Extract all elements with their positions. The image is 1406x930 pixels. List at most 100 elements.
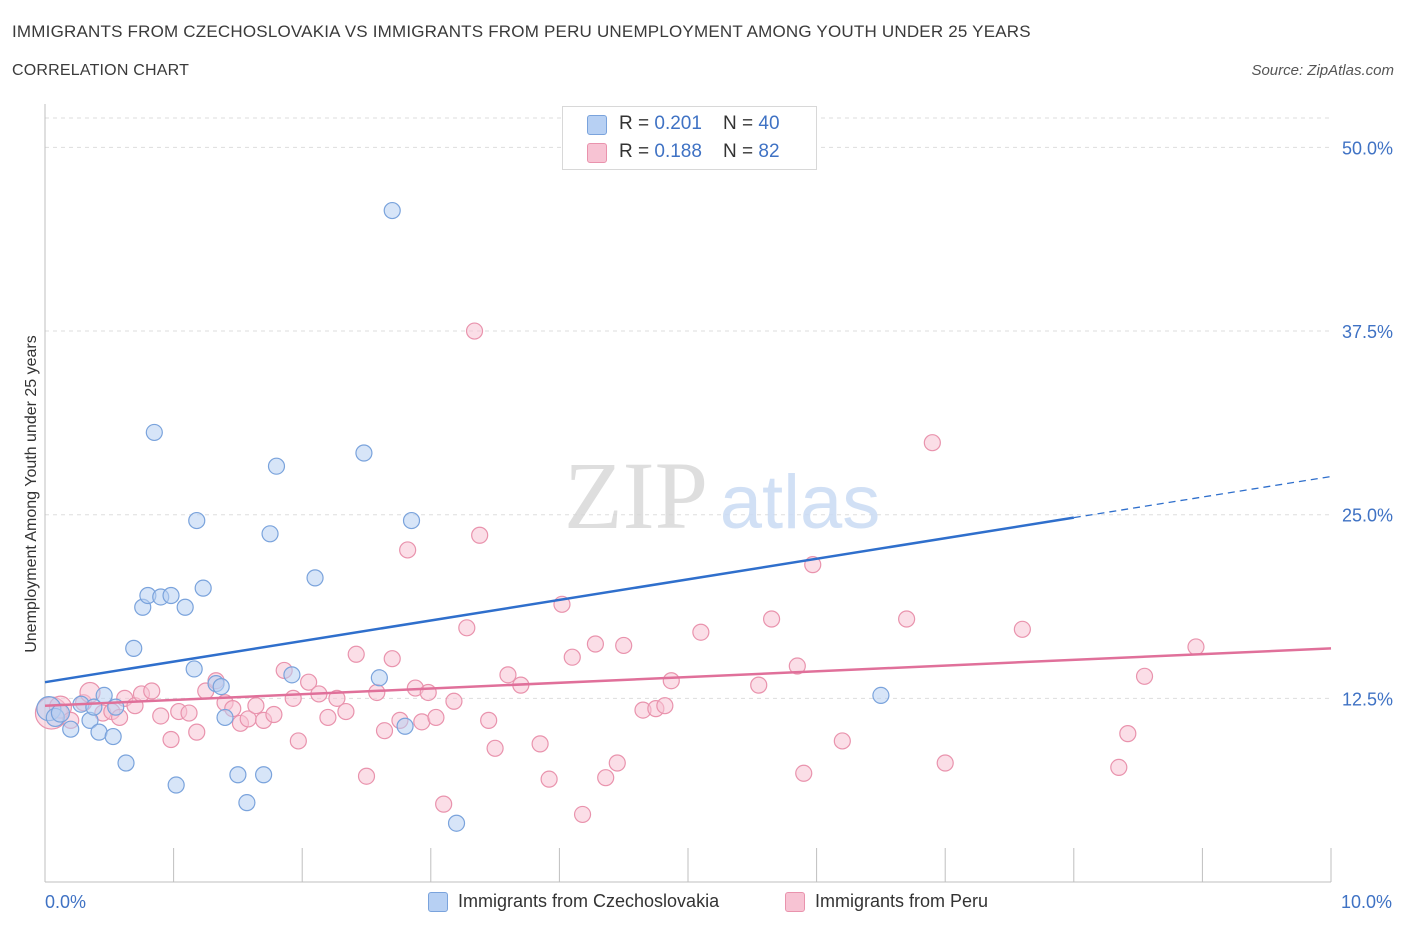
peru-point-62	[615, 636, 633, 655]
peru-point-25	[265, 705, 283, 724]
peru-point-81	[1187, 638, 1205, 656]
trend-line-czech-extension	[1073, 475, 1332, 519]
czech-point-27	[238, 794, 256, 812]
czech-point-15	[145, 423, 163, 442]
peru-point-43	[419, 683, 437, 702]
czech-point-9	[104, 727, 122, 746]
peru-point-28	[289, 732, 307, 750]
legend-stats-peru: R = 0.188 N = 82	[619, 141, 780, 162]
czech-point-22	[194, 579, 212, 597]
series-name-czech: Immigrants from Czechoslovakia	[458, 891, 720, 911]
source-credit: Source: ZipAtlas.com	[1251, 62, 1394, 79]
peru-point-61	[608, 754, 626, 772]
watermark-zip: ZIP	[564, 442, 708, 549]
peru-point-15	[180, 704, 198, 722]
czech-point-18	[167, 776, 185, 794]
series-swatch-peru	[785, 892, 805, 912]
peru-point-27	[284, 689, 302, 707]
peru-point-16	[188, 723, 206, 741]
y-tick-label-1: 25.0%	[1342, 506, 1393, 526]
peru-point-75	[923, 434, 941, 452]
czech-point-19	[176, 598, 194, 616]
y-tick-labels: 12.5% 25.0% 37.5% 50.0%	[1342, 138, 1393, 709]
peru-point-38	[383, 650, 401, 668]
czech-point-7	[90, 723, 108, 741]
peru-point-29	[300, 673, 318, 691]
czech-point-25	[212, 677, 230, 696]
peru-point-33	[337, 702, 355, 721]
czech-point-17	[162, 586, 180, 605]
peru-point-60	[597, 769, 615, 787]
peru-point-68	[750, 676, 768, 694]
peru-point-54	[531, 735, 549, 753]
peru-point-55	[540, 770, 558, 788]
y-tick-label-2: 37.5%	[1342, 322, 1393, 342]
czech-point-39	[872, 686, 890, 705]
peru-point-47	[458, 619, 476, 637]
peru-point-78	[1110, 758, 1128, 777]
peru-point-35	[357, 767, 376, 785]
czech-point-31	[283, 666, 301, 684]
peru-point-66	[662, 672, 680, 690]
peru-point-36	[368, 683, 386, 702]
peru-point-73	[833, 732, 851, 750]
czech-point-28	[255, 766, 273, 784]
peru-point-71	[795, 764, 813, 782]
series-legend: Immigrants from Czechoslovakia Immigrant…	[0, 890, 1406, 916]
correlation-legend: R = 0.201 N = 40 R = 0.188 N = 82	[562, 106, 817, 170]
czech-point-30	[267, 457, 286, 475]
peru-point-44	[427, 708, 445, 727]
czech-point-20	[185, 660, 203, 678]
trend-lines	[44, 475, 1332, 707]
peru-point-51	[486, 739, 504, 757]
czech-point-3	[62, 720, 80, 738]
peru-point-74	[898, 610, 916, 628]
peru-point-65	[656, 697, 674, 715]
peru-point-34	[347, 645, 365, 663]
czech-point-32	[306, 569, 324, 587]
peru-point-40	[399, 541, 417, 559]
peru-points	[34, 322, 1205, 824]
chart-title: IMMIGRANTS FROM CZECHOSLOVAKIA VS IMMIGR…	[12, 22, 1031, 41]
axes	[44, 104, 1332, 883]
czech-point-37	[402, 511, 421, 530]
y-tick-label-0: 12.5%	[1342, 689, 1393, 709]
peru-point-70	[788, 657, 806, 675]
peru-point-32	[328, 689, 346, 707]
watermark-atlas: atlas	[720, 460, 881, 545]
legend-row-peru: R = 0.188 N = 82	[563, 139, 816, 165]
trend-line-peru	[44, 647, 1332, 707]
czech-point-26	[229, 766, 247, 784]
czech-point-35	[383, 201, 401, 220]
peru-point-13	[162, 730, 180, 749]
peru-point-79	[1119, 725, 1137, 743]
czech-point-24	[216, 708, 234, 727]
peru-point-59	[586, 635, 605, 653]
peru-point-52	[499, 666, 517, 684]
czech-point-21	[188, 511, 206, 530]
czech-point-38	[447, 814, 466, 832]
peru-point-69	[762, 610, 781, 628]
series-name-peru: Immigrants from Peru	[815, 891, 989, 911]
peru-point-11	[143, 682, 161, 700]
series-swatch-czech	[428, 892, 448, 912]
peru-point-48	[465, 322, 484, 340]
legend-stats-czech: R = 0.201 N = 40	[619, 113, 780, 134]
grid-lines	[45, 117, 1331, 699]
chart-subtitle: CORRELATION CHART	[12, 62, 190, 79]
legend-row-czech: R = 0.201 N = 40	[563, 111, 816, 137]
czech-points	[36, 201, 890, 832]
peru-point-50	[480, 711, 498, 729]
trend-line-czech	[44, 516, 1074, 684]
czech-point-12	[125, 639, 143, 657]
x-tick-label-min: 0.0%	[45, 892, 87, 912]
czech-point-11	[117, 754, 135, 772]
peru-point-77	[1013, 620, 1031, 638]
czech-point-29	[261, 525, 279, 543]
peru-point-76	[936, 754, 954, 772]
peru-point-46	[445, 692, 463, 710]
legend-swatch-peru	[587, 143, 607, 163]
czech-point-34	[370, 669, 388, 687]
watermark: ZIP atlas	[564, 442, 880, 549]
